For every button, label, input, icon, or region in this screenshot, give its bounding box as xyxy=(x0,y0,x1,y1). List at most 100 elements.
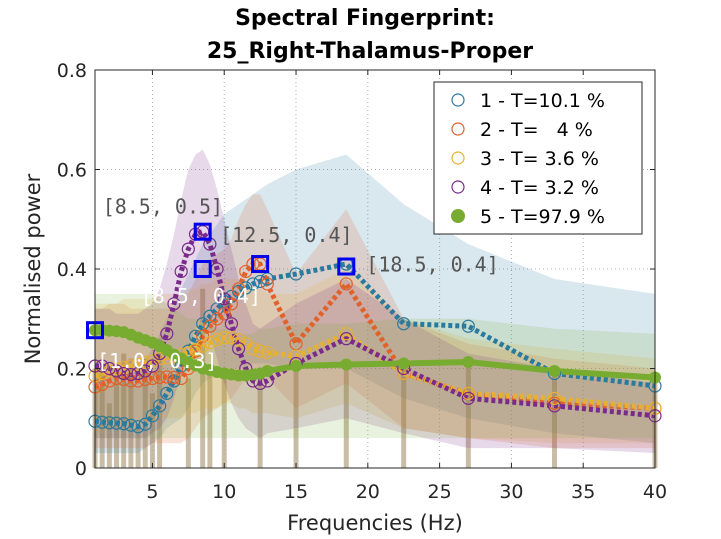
series-point-2 xyxy=(124,374,138,388)
legend-item-5: 5 - T=97.9 % xyxy=(451,206,605,228)
series-point-3 xyxy=(210,333,224,347)
series-point-1 xyxy=(160,386,174,400)
peak-marker xyxy=(337,257,356,276)
series-band-2 xyxy=(95,194,655,449)
series-point-3 xyxy=(461,386,475,400)
series-point-1 xyxy=(210,302,224,316)
y-tick-label: 0 xyxy=(75,458,87,480)
legend-item-2: 2 - T= 4 % xyxy=(451,119,593,141)
series-point-2 xyxy=(153,370,167,385)
legend-marker xyxy=(451,93,465,107)
y-tick-label: 0.2 xyxy=(57,359,87,381)
series-point-1 xyxy=(167,374,181,388)
series-band-1 xyxy=(95,154,655,454)
y-tick-label: 0.8 xyxy=(57,60,87,82)
peak-marker xyxy=(251,255,270,274)
series-point-4 xyxy=(138,364,152,378)
legend-label: 1 - T=10.1 % xyxy=(480,90,605,112)
series-point-4 xyxy=(145,359,160,373)
series-point-3 xyxy=(217,331,231,345)
y-axis-label: Normalised power xyxy=(21,173,45,364)
peak-annotations: [8.5, 0.5] [8.5, 0.4] [12.5, 0.4] [18.5, 0.… xyxy=(97,195,499,374)
series-point-4 xyxy=(339,332,353,346)
x-axis-label: Frequencies (Hz) xyxy=(287,511,463,535)
series-point-5 xyxy=(462,356,475,369)
legend-marker xyxy=(451,180,465,194)
series-point-3 xyxy=(145,354,160,368)
series-point-4 xyxy=(95,359,109,373)
series-point-1 xyxy=(124,418,138,432)
series-point-4 xyxy=(160,327,174,341)
series-point-1 xyxy=(102,416,116,430)
peak-markers xyxy=(86,222,356,340)
series-point-4 xyxy=(547,399,562,413)
series-point-4 xyxy=(181,242,195,256)
series-point-1 xyxy=(397,317,411,331)
legend-item-1: 1 - T=10.1 % xyxy=(451,90,605,112)
series-point-4 xyxy=(167,297,181,311)
series-point-4 xyxy=(109,364,124,378)
legend-box xyxy=(433,81,643,235)
series-point-3 xyxy=(124,359,138,373)
series-point-3 xyxy=(246,342,260,356)
series-point-2 xyxy=(160,370,174,384)
legend-label: 5 - T=97.9 % xyxy=(480,206,605,228)
series-point-1 xyxy=(131,420,145,434)
series-point-3 xyxy=(196,339,210,353)
peak-annotation: [18.5, 0.4] xyxy=(366,253,498,277)
peak-annotation: [1.0, 0.3] xyxy=(97,349,217,373)
y-tick-label: 0.6 xyxy=(57,160,87,182)
series-point-2 xyxy=(231,282,246,296)
series-point-1 xyxy=(95,415,109,429)
x-tick-label: 10 xyxy=(212,481,236,503)
legend-label: 2 - T= 4 % xyxy=(480,119,593,141)
series-point-2 xyxy=(339,277,353,291)
series-point-4 xyxy=(117,366,131,381)
series-point-5 xyxy=(290,360,303,373)
x-tick-label: 25 xyxy=(428,481,452,503)
series-point-5 xyxy=(397,357,410,370)
x-tick-label: 20 xyxy=(356,481,380,503)
series-point-4 xyxy=(231,342,246,356)
series-point-2 xyxy=(260,277,274,291)
series-point-1 xyxy=(117,417,131,431)
series-point-3 xyxy=(138,355,152,370)
series-line-3 xyxy=(94,331,656,411)
legend-marker xyxy=(451,122,465,136)
peak-marker xyxy=(193,260,212,278)
y-tick-label: 0.4 xyxy=(57,259,87,281)
legend-marker xyxy=(451,151,465,165)
series-point-2 xyxy=(203,319,217,333)
x-tick-label: 40 xyxy=(643,481,667,503)
legend-label: 3 - T= 3.6 % xyxy=(480,148,599,170)
series-point-2 xyxy=(174,371,188,386)
series-point-5 xyxy=(340,358,353,371)
series-line-1 xyxy=(94,261,656,430)
peak-annotation: [12.5, 0.4] xyxy=(220,223,352,247)
x-tick-label: 30 xyxy=(499,481,523,503)
series-point-3 xyxy=(188,342,203,357)
x-tick-label: 5 xyxy=(146,481,158,503)
series-point-3 xyxy=(260,345,274,360)
series-point-5 xyxy=(548,364,561,377)
series-point-1 xyxy=(153,399,167,413)
legend: 1 - T=10.1 % 2 - T= 4 % 3 - T= 3.6 % 4 - T=… xyxy=(433,81,643,235)
series-point-1 xyxy=(138,417,152,431)
series-point-2 xyxy=(109,371,124,386)
peak-annotation: [8.5, 0.5] xyxy=(103,195,223,219)
series-point-1 xyxy=(109,416,124,430)
series-point-5 xyxy=(261,364,274,377)
chart-title-line-2: 25_Right-Thalamus-Proper xyxy=(207,39,533,64)
series-point-1 xyxy=(246,277,260,291)
legend-item-4: 4 - T= 3.2 % xyxy=(451,177,599,199)
peak-annotation: [8.5, 0.4] xyxy=(141,284,261,308)
series-point-1 xyxy=(289,267,303,281)
x-tick-label: 15 xyxy=(284,481,308,503)
series-point-3 xyxy=(153,351,167,366)
x-tick-label: 35 xyxy=(571,481,595,503)
series-point-4 xyxy=(461,391,475,405)
series-point-3 xyxy=(547,391,562,405)
series-point-3 xyxy=(95,366,109,381)
series-point-3 xyxy=(117,360,131,375)
